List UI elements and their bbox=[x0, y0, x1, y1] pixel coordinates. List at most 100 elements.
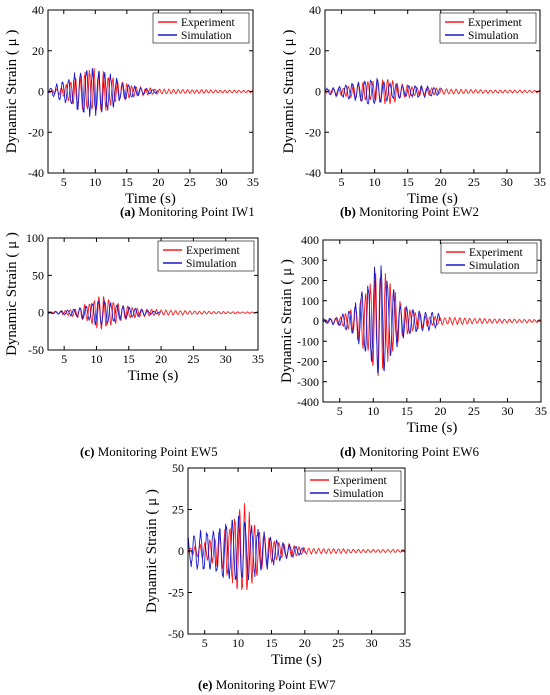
legend-box-d bbox=[440, 242, 538, 274]
x-tick-label-d-4: 25 bbox=[468, 404, 480, 418]
x-tick-label-e-2: 15 bbox=[265, 636, 277, 650]
y-tick-label-e-0: -50 bbox=[168, 627, 184, 641]
x-tick-label-c-5: 30 bbox=[220, 352, 232, 366]
x-tick-label-b-6: 35 bbox=[534, 175, 546, 189]
y-tick-label-e-2: 0 bbox=[178, 544, 184, 558]
x-tick-label-e-6: 35 bbox=[399, 636, 411, 650]
legend-box-b bbox=[439, 12, 537, 44]
x-tick-label-a-6: 35 bbox=[247, 175, 259, 189]
legend-label-c-1: Simulation bbox=[186, 258, 237, 270]
y-tick-label-d-5: 100 bbox=[301, 294, 319, 308]
y-tick-label-d-7: 300 bbox=[301, 253, 319, 267]
y-tick-label-d-8: 400 bbox=[301, 233, 319, 247]
caption-e: (e) Monitoring Point EW7 bbox=[198, 677, 336, 692]
legend-label-a-1: Simulation bbox=[181, 30, 232, 42]
legend-label-d-0: Experiment bbox=[469, 247, 523, 259]
y-tick-label-b-0: -40 bbox=[305, 166, 321, 180]
y-tick-label-c-0: -50 bbox=[28, 343, 44, 357]
x-tick-label-b-0: 5 bbox=[339, 175, 345, 189]
caption-a: (a) Monitoring Point IW1 bbox=[120, 204, 255, 219]
legend-label-b-1: Simulation bbox=[468, 30, 519, 42]
y-tick-label-b-4: 40 bbox=[309, 3, 321, 17]
legend-label-e-1: Simulation bbox=[333, 488, 384, 500]
x-tick-label-c-1: 10 bbox=[90, 352, 102, 366]
x-tick-label-c-3: 20 bbox=[155, 352, 167, 366]
chart-e: -50 -25 0 25 50 5 10 15 20 25 30 35 Time (s) Dynamic … bbox=[144, 461, 411, 668]
x-tick-label-a-3: 20 bbox=[152, 175, 164, 189]
legend-label-a-0: Experiment bbox=[181, 17, 235, 29]
x-tick-label-c-4: 25 bbox=[187, 352, 199, 366]
y-tick-label-d-1: -300 bbox=[297, 375, 319, 389]
x-tick-label-a-4: 25 bbox=[184, 175, 196, 189]
x-tick-label-b-5: 30 bbox=[501, 175, 513, 189]
legend-box-e bbox=[304, 470, 402, 502]
y-tick-label-b-2: 0 bbox=[315, 85, 321, 99]
x-tick-label-c-0: 5 bbox=[61, 352, 67, 366]
series-line-d-0 bbox=[322, 273, 542, 377]
y-axis-title-c: Dynamic Strain ( μ ) bbox=[4, 232, 20, 356]
legend-box-a bbox=[152, 12, 250, 44]
y-tick-label-b-1: -20 bbox=[305, 125, 321, 139]
y-tick-label-e-3: 25 bbox=[172, 503, 184, 517]
y-tick-label-d-4: 0 bbox=[313, 314, 319, 328]
caption-d: (d) Monitoring Point EW6 bbox=[340, 444, 480, 459]
x-tick-label-d-3: 20 bbox=[434, 404, 446, 418]
x-tick-label-d-1: 10 bbox=[367, 404, 379, 418]
x-tick-label-e-1: 10 bbox=[232, 636, 244, 650]
legend-label-b-0: Experiment bbox=[468, 17, 522, 29]
y-axis-title-b: Dynamic Strain ( μ ) bbox=[281, 30, 297, 154]
x-tick-label-c-2: 15 bbox=[123, 352, 135, 366]
y-tick-label-a-4: 40 bbox=[32, 3, 44, 17]
y-tick-label-d-6: 200 bbox=[301, 274, 319, 288]
x-tick-label-a-1: 10 bbox=[89, 175, 101, 189]
x-tick-label-c-6: 35 bbox=[252, 352, 264, 366]
y-tick-label-c-3: 100 bbox=[26, 231, 44, 245]
x-tick-label-d-5: 30 bbox=[501, 404, 513, 418]
x-tick-label-b-2: 15 bbox=[402, 175, 414, 189]
y-tick-label-a-2: 0 bbox=[38, 85, 44, 99]
chart-a: -40 -20 0 20 40 5 10 15 20 25 30 35 Time (s) Dynamic … bbox=[4, 3, 259, 207]
x-tick-label-a-5: 30 bbox=[215, 175, 227, 189]
x-tick-label-d-2: 15 bbox=[401, 404, 413, 418]
y-tick-label-e-4: 50 bbox=[172, 461, 184, 475]
chart-c: -50 0 50 100 5 10 15 20 25 30 35 Time (s) Dynamic St… bbox=[4, 231, 264, 384]
caption-b: (b) Monitoring Point EW2 bbox=[340, 204, 480, 219]
series-line-c-1 bbox=[47, 300, 162, 326]
y-tick-label-e-1: -25 bbox=[168, 586, 184, 600]
y-tick-label-a-0: -40 bbox=[28, 166, 44, 180]
series-line-a-0 bbox=[47, 68, 254, 111]
x-tick-label-e-0: 5 bbox=[202, 636, 208, 650]
x-axis-title-c: Time (s) bbox=[128, 368, 179, 384]
series-line-b-1 bbox=[324, 77, 441, 105]
x-tick-label-b-4: 25 bbox=[468, 175, 480, 189]
x-tick-label-b-3: 20 bbox=[435, 175, 447, 189]
chart-b: -40 -20 0 20 40 5 10 15 20 25 30 35 Time (s) Dynamic … bbox=[281, 3, 546, 207]
x-tick-label-b-1: 10 bbox=[369, 175, 381, 189]
legend-label-d-1: Simulation bbox=[469, 260, 520, 272]
series-line-a-1 bbox=[47, 68, 159, 117]
legend-box-c bbox=[157, 240, 255, 272]
x-tick-label-a-0: 5 bbox=[61, 175, 67, 189]
legend-label-e-0: Experiment bbox=[333, 475, 387, 487]
caption-c: (c) Monitoring Point EW5 bbox=[80, 444, 218, 459]
x-tick-label-d-0: 5 bbox=[337, 404, 343, 418]
x-tick-label-e-4: 25 bbox=[332, 636, 344, 650]
y-tick-label-d-3: -100 bbox=[297, 334, 319, 348]
y-axis-title-d: Dynamic Strain ( μ ) bbox=[279, 259, 295, 383]
x-tick-label-d-6: 35 bbox=[535, 404, 547, 418]
x-tick-label-a-2: 15 bbox=[121, 175, 133, 189]
series-line-e-0 bbox=[187, 503, 406, 590]
x-axis-title-d: Time (s) bbox=[407, 420, 458, 436]
y-tick-label-b-3: 20 bbox=[309, 44, 321, 58]
x-axis-title-b: Time (s) bbox=[407, 191, 458, 207]
y-tick-label-a-1: -20 bbox=[28, 125, 44, 139]
x-tick-label-e-5: 30 bbox=[366, 636, 378, 650]
x-axis-title-e: Time (s) bbox=[271, 652, 322, 668]
series-line-d-1 bbox=[322, 265, 441, 374]
y-tick-label-d-2: -200 bbox=[297, 355, 319, 369]
